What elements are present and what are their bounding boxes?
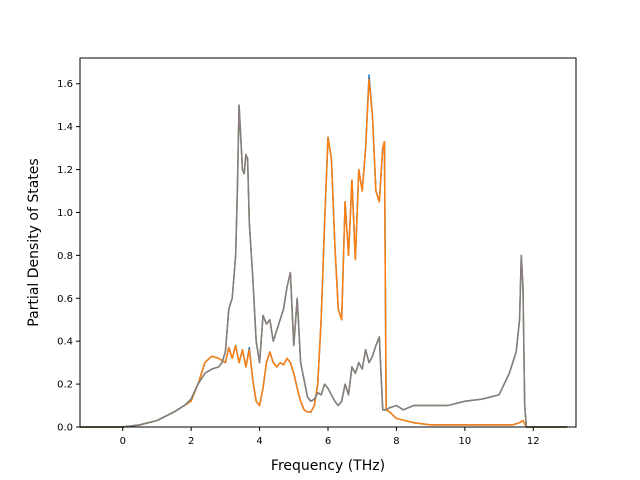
y-tick-label: 0.2 bbox=[57, 380, 73, 391]
y-tick-label: 0.4 bbox=[57, 337, 73, 348]
y-tick-label: 1.4 bbox=[57, 122, 73, 133]
y-tick-label: 0.6 bbox=[57, 294, 73, 305]
series-layer bbox=[80, 74, 568, 428]
x-tick-label: 0 bbox=[120, 436, 126, 447]
y-tick-label: 1.0 bbox=[57, 208, 73, 219]
y-tick-label: 1.2 bbox=[57, 165, 73, 176]
x-tick-label: 6 bbox=[325, 436, 331, 447]
y-tick-label: 1.6 bbox=[57, 79, 73, 90]
x-tick-label: 2 bbox=[188, 436, 194, 447]
y-tick-label: 0.8 bbox=[57, 251, 73, 262]
x-tick-label: 10 bbox=[458, 436, 471, 447]
x-axis-label: Frequency (THz) bbox=[271, 458, 385, 474]
y-tick-label: 0.0 bbox=[57, 423, 73, 434]
x-tick-label: 4 bbox=[256, 436, 262, 447]
y-axis-label: Partial Density of States bbox=[26, 158, 42, 326]
x-axis-ticks: 0 2 4 6 8 10 12 bbox=[120, 427, 540, 447]
x-tick-label: 8 bbox=[393, 436, 399, 447]
series-line-4 bbox=[80, 104, 568, 428]
series-line-2 bbox=[80, 78, 568, 428]
y-axis-ticks: 0.0 0.2 0.4 0.6 0.8 1.0 1.2 1.4 1.6 bbox=[57, 79, 80, 434]
x-tick-label: 12 bbox=[527, 436, 540, 447]
